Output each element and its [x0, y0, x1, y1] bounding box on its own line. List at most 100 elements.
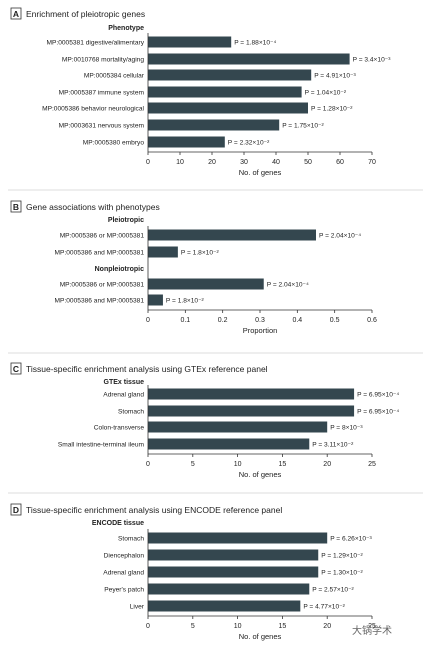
category-label-stomach: Stomach: [118, 536, 144, 543]
panel-letter-A: A: [13, 9, 19, 19]
bar-small-intestine-terminal-ileum: [148, 438, 310, 450]
x-tick-label: 0: [146, 623, 150, 630]
category-label-mp-0005387-immune-system: MP:0005387 immune system: [59, 90, 145, 97]
x-tick-label: 15: [279, 461, 287, 468]
x-tick-label: 5: [191, 461, 195, 468]
bar-stomach: [148, 532, 328, 544]
x-tick-label: 20: [208, 159, 216, 166]
category-label-adrenal-gland: Adrenal gland: [103, 570, 144, 577]
x-tick-label: 0: [146, 461, 150, 468]
x-tick-label: 0.3: [255, 317, 265, 324]
watermark-text: 大锅学术: [352, 626, 392, 637]
category-label-small-intestine-terminal-ileum: Small intestine-terminal ileum: [58, 442, 145, 449]
category-label-mp-0003631-nervous-system: MP:0003631 nervous system: [59, 123, 145, 130]
x-tick-label: 50: [304, 159, 312, 166]
bar-mp-0005386-behavior-neurological: [148, 102, 308, 114]
p-value-label: P = 1.8×10⁻²: [181, 250, 220, 257]
category-label-mp-0010768-mortality-aging: MP:0010768 mortality/aging: [62, 57, 144, 64]
category-label-mp-0005380-embryo: MP:0005380 embryo: [83, 140, 145, 147]
panel-letter-box-C: [10, 362, 22, 375]
bar-mp-0003631-nervous-system: [148, 119, 280, 131]
bar-mp-0005380-embryo: [148, 136, 225, 148]
p-value-label: P = 2.04×10⁻⁴: [319, 233, 361, 240]
category-label-liver: Liver: [130, 604, 145, 611]
p-value-label: P = 2.04×10⁻⁴: [267, 282, 309, 289]
p-value-label: P = 6.95×10⁻⁴: [357, 409, 399, 416]
bar-stomach: [148, 405, 355, 417]
x-tick-label: 70: [368, 159, 376, 166]
x-tick-label: 5: [191, 623, 195, 630]
bar-mp-0005387-immune-system: [148, 86, 302, 98]
p-value-label: P = 6.95×10⁻⁴: [357, 392, 399, 399]
p-value-label: P = 1.28×10⁻²: [311, 106, 353, 113]
bar-mp-0005386-or-mp-0005381: [148, 278, 264, 290]
x-tick-label: 0.2: [218, 317, 228, 324]
x-tick-label: 0.6: [367, 317, 377, 324]
p-value-label: P = 1.8×10⁻²: [166, 298, 205, 305]
x-tick-label: 30: [240, 159, 248, 166]
bar-adrenal-gland: [148, 388, 355, 400]
x-axis-title: No. of genes: [239, 470, 282, 479]
x-tick-label: 60: [336, 159, 344, 166]
group-header: Phenotype: [108, 25, 144, 32]
bar-mp-0005386-and-mp-0005381: [148, 294, 163, 306]
panel-letter-box-D: [10, 503, 22, 516]
x-tick-label: 25: [368, 623, 376, 630]
category-label-mp-0005386-and-mp-0005381: MP:0005386 and MP:0005381: [55, 250, 145, 257]
bar-colon-transverse: [148, 421, 328, 433]
p-value-label: P = 1.75×10⁻²: [282, 123, 324, 130]
x-tick-label: 0: [146, 317, 150, 324]
panel-title: Enrichment of pleiotropic genes: [26, 9, 145, 19]
bar-mp-0005384-cellular: [148, 69, 312, 81]
bar-peyer-s-patch: [148, 583, 310, 595]
x-tick-label: 20: [323, 623, 331, 630]
category-label-mp-0005386-behavior-neurological: MP:0005386 behavior neurological: [42, 106, 144, 113]
panel-title: Gene associations with phenotypes: [26, 202, 160, 212]
p-value-label: P = 1.88×10⁻⁴: [234, 40, 276, 47]
x-tick-label: 10: [176, 159, 184, 166]
category-label-peyer-s-patch: Peyer's patch: [104, 587, 144, 594]
group-header: ENCODE tissue: [92, 520, 144, 527]
category-label-adrenal-gland: Adrenal gland: [103, 392, 144, 399]
bar-mp-0005386-or-mp-0005381: [148, 229, 316, 241]
category-label-colon-transverse: Colon-transverse: [94, 425, 145, 432]
category-label-mp-0005386-and-mp-0005381: MP:0005386 and MP:0005381: [55, 298, 145, 305]
x-tick-label: 0.4: [292, 317, 302, 324]
bar-liver: [148, 600, 301, 612]
p-value-label: P = 2.32×10⁻²: [228, 140, 270, 147]
panel-title: Tissue-specific enrichment analysis usin…: [26, 364, 268, 374]
panel-letter-B: B: [13, 202, 19, 212]
category-label-mp-0005386-or-mp-0005381: MP:0005386 or MP:0005381: [60, 282, 145, 289]
bar-diencephalon: [148, 549, 319, 561]
x-tick-label: 15: [279, 623, 287, 630]
x-tick-label: 0.1: [180, 317, 190, 324]
x-axis-title: Proportion: [243, 326, 278, 335]
p-value-label: P = 1.30×10⁻²: [321, 570, 363, 577]
p-value-label: P = 8×10⁻³: [330, 425, 363, 432]
x-tick-label: 40: [272, 159, 280, 166]
bar-mp-0005386-and-mp-0005381: [148, 246, 178, 258]
p-value-label: P = 4.77×10⁻²: [303, 604, 345, 611]
panel-letter-C: C: [13, 364, 19, 374]
x-axis-title: No. of genes: [239, 168, 282, 177]
group-header: Pleiotropic: [108, 217, 144, 224]
p-value-label: P = 1.04×10⁻²: [305, 90, 347, 97]
panel-title: Tissue-specific enrichment analysis usin…: [26, 505, 282, 515]
x-tick-label: 10: [234, 461, 242, 468]
bar-mp-0005381-digestive-alimentary: [148, 36, 232, 48]
p-value-label: P = 3.4×10⁻³: [353, 57, 392, 64]
panel-letter-D: D: [13, 505, 19, 515]
category-label-mp-0005386-or-mp-0005381: MP:0005386 or MP:0005381: [60, 233, 145, 240]
group-header: GTEx tissue: [104, 379, 145, 386]
x-tick-label: 20: [323, 461, 331, 468]
x-axis-title: No. of genes: [239, 632, 282, 641]
group-header: Nonpleiotropic: [95, 266, 144, 273]
panel-letter-box-A: [10, 7, 22, 20]
x-tick-label: 25: [368, 461, 376, 468]
x-tick-label: 0: [146, 159, 150, 166]
category-label-stomach: Stomach: [118, 409, 144, 416]
p-value-label: P = 2.57×10⁻²: [312, 587, 354, 594]
category-label-mp-0005384-cellular: MP:0005384 cellular: [84, 73, 145, 80]
bar-mp-0010768-mortality-aging: [148, 53, 350, 65]
